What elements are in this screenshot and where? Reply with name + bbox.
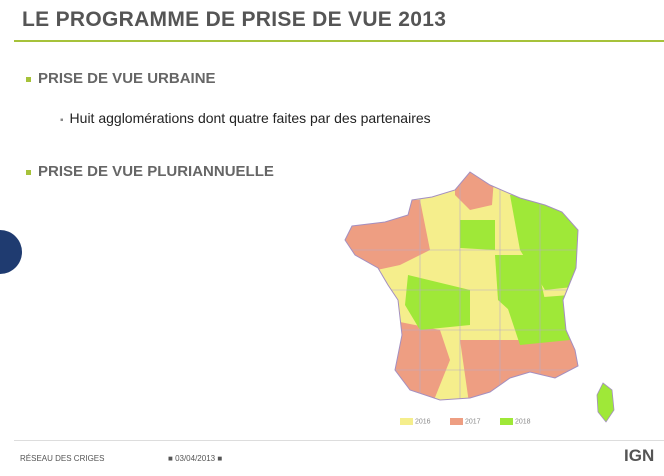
legend-label: 2016 [415,418,431,426]
legend-entry: 2018 [500,418,531,425]
slide-title: LE PROGRAMME DE PRISE DE VUE 2013 [22,8,447,31]
title-rule [14,40,664,42]
date: 03/04/2013 [175,454,216,463]
side-tab [0,230,22,274]
legend-entry: 2016 [400,418,431,425]
legend-label: 2018 [515,418,531,426]
footer-date: ■ 03/04/2013 ■ [168,454,223,463]
logo: IGN [624,446,655,465]
map-regions [345,172,578,400]
section-heading: PRISE DE VUE PLURIANNUELLE [26,163,274,180]
corsica [596,382,615,423]
legend-label: 2017 [465,418,481,426]
legend-entry: 2017 [450,418,481,425]
bullet-item: Huit agglomérations dont quatre faites p… [60,110,431,126]
section-heading: PRISE DE VUE URBAINE [26,70,216,87]
footer-text: RÉSEAU DES CRIGES [20,454,105,463]
map-outline [344,171,579,401]
footer-rule [14,440,664,441]
